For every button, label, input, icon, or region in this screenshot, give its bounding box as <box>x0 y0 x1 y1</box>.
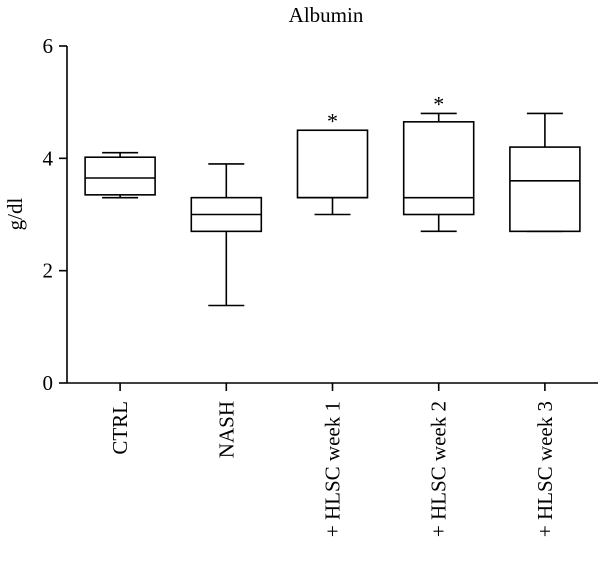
x-tick-label: CTRL <box>108 401 132 455</box>
chart-title: Albumin <box>289 3 364 27</box>
y-tick-label: 0 <box>43 371 54 395</box>
iqr-box <box>84 156 156 196</box>
significance-marker: * <box>327 108 338 133</box>
boxes: ** <box>84 91 581 307</box>
significance-marker: * <box>433 91 444 116</box>
iqr-box <box>296 129 369 199</box>
box-group: * <box>402 91 475 233</box>
box-group <box>84 151 156 199</box>
box-group <box>509 112 581 233</box>
x-tick-label: + HLSC week 1 <box>321 401 345 537</box>
iqr-box <box>509 146 581 233</box>
y-axis-label: g/dl <box>3 198 27 231</box>
iqr-box <box>402 121 475 216</box>
x-tick-label: + HLSC week 3 <box>533 401 557 537</box>
x-tick-label: + HLSC week 2 <box>427 401 451 537</box>
x-tick-label: NASH <box>214 401 238 458</box>
axes: 0 2 4 6 CTRL NASH + HLSC week 1 + HLSC week 2 + … <box>43 34 598 537</box>
y-tick-label: 6 <box>43 34 54 58</box>
y-tick-label: 4 <box>43 146 54 170</box>
box-group: * <box>296 108 369 216</box>
y-tick-label: 2 <box>43 259 54 283</box>
box-group <box>190 163 263 307</box>
